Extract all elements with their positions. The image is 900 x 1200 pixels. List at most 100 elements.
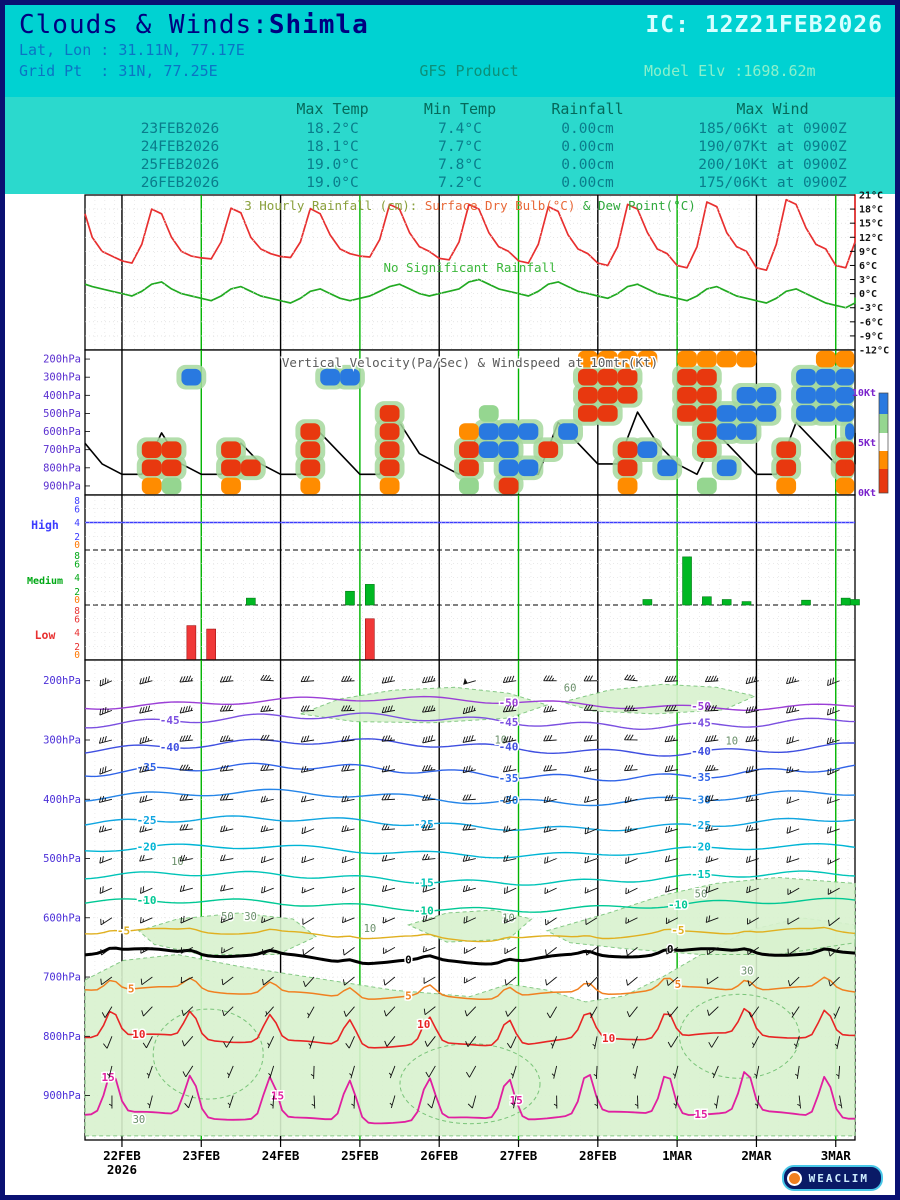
table-cell: 24FEB2026 xyxy=(140,139,220,155)
svg-text:600hPa: 600hPa xyxy=(43,426,81,438)
forecast-table: Max Temp Min Temp Rainfall Max Wind 23FEB202… xyxy=(5,97,895,194)
panel2-levels: 200hPa 300hPa 400hPa 500hPa 600hPa 700hPa 800h… xyxy=(43,354,90,492)
svg-text:5Kt: 5Kt xyxy=(858,438,876,449)
table-cell: 19.0°C xyxy=(306,157,359,173)
svg-text:2026: 2026 xyxy=(107,1162,137,1177)
isotherms xyxy=(84,695,856,1125)
svg-text:-20: -20 xyxy=(691,840,711,853)
svg-text:5: 5 xyxy=(675,978,682,991)
svg-text:4: 4 xyxy=(74,573,80,584)
svg-text:15: 15 xyxy=(101,1071,114,1084)
svg-text:3MAR: 3MAR xyxy=(821,1148,852,1163)
svg-text:2: 2 xyxy=(74,642,80,653)
table-cell: Rainfall xyxy=(551,100,624,118)
svg-text:-12°C: -12°C xyxy=(859,346,889,357)
svg-text:28FEB: 28FEB xyxy=(579,1148,617,1163)
svg-text:2: 2 xyxy=(74,532,80,543)
svg-text:-5: -5 xyxy=(117,925,130,938)
table-cell: 175/06Kt at 0900Z xyxy=(698,175,847,191)
svg-text:50: 50 xyxy=(221,911,234,923)
table-cell: 0.00cm xyxy=(561,139,614,155)
wind-barbs xyxy=(98,674,843,1109)
svg-text:25FEB: 25FEB xyxy=(341,1148,379,1163)
table-row: 23FEB2026 18.2°C 7.4°C 0.00cm 185/06Kt at 09… xyxy=(5,120,895,138)
svg-text:5: 5 xyxy=(405,990,412,1003)
svg-text:27FEB: 27FEB xyxy=(500,1148,538,1163)
svg-text:18°C: 18°C xyxy=(859,205,883,216)
svg-text:6: 6 xyxy=(74,504,80,515)
svg-text:10Kt: 10Kt xyxy=(852,388,876,399)
svg-text:300hPa: 300hPa xyxy=(43,372,81,384)
svg-text:700hPa: 700hPa xyxy=(43,444,81,456)
svg-text:200hPa: 200hPa xyxy=(43,675,81,687)
svg-text:30: 30 xyxy=(244,911,257,923)
svg-text:4: 4 xyxy=(74,628,80,639)
table-row: 26FEB2026 19.0°C 7.2°C 0.00cm 175/06Kt at 09… xyxy=(5,174,895,192)
table-cell: 18.1°C xyxy=(306,139,359,155)
weaclim-logo: WEACLIM xyxy=(781,1165,883,1191)
svg-text:-30: -30 xyxy=(691,793,711,806)
svg-text:0: 0 xyxy=(405,953,412,966)
svg-text:-45: -45 xyxy=(160,714,180,727)
panel2-title: Vertical Velocity(Pa/Sec) & Windspeed at… xyxy=(280,354,659,372)
svg-text:4: 4 xyxy=(74,518,80,529)
table-cell: 7.4°C xyxy=(438,121,482,137)
svg-text:60: 60 xyxy=(564,682,577,694)
table-cell: Max Wind xyxy=(736,100,809,118)
panel4-levels: 200hPa 300hPa 400hPa 500hPa 600hPa 700hPa 800h… xyxy=(43,675,90,1102)
logo-icon xyxy=(786,1170,802,1186)
svg-text:26FEB: 26FEB xyxy=(420,1148,458,1163)
svg-text:900hPa: 900hPa xyxy=(43,480,81,492)
svg-text:900hPa: 900hPa xyxy=(43,1090,81,1102)
svg-text:10: 10 xyxy=(725,736,738,748)
panel-rain-temp xyxy=(84,194,856,351)
table-cell: 23FEB2026 xyxy=(140,121,220,137)
heatmap-cells xyxy=(141,350,855,495)
svg-text:6: 6 xyxy=(74,559,80,570)
svg-text:-45: -45 xyxy=(499,716,519,729)
table-row: 24FEB2026 18.1°C 7.7°C 0.00cm 190/07Kt at 09… xyxy=(5,138,895,156)
svg-text:800hPa: 800hPa xyxy=(43,462,81,474)
panel3-grid xyxy=(85,496,855,659)
svg-text:10: 10 xyxy=(132,1028,145,1041)
svg-text:-15: -15 xyxy=(691,868,711,881)
svg-text:8: 8 xyxy=(74,496,80,507)
svg-text:22FEB: 22FEB xyxy=(103,1148,141,1163)
svg-text:700hPa: 700hPa xyxy=(43,972,81,984)
svg-text:10: 10 xyxy=(364,923,377,935)
table-cell: 25FEB2026 xyxy=(140,157,220,173)
svg-text:-35: -35 xyxy=(691,771,711,784)
svg-text:-45: -45 xyxy=(691,716,711,729)
meteogram-canvas: 21°C 18°C 15°C 12°C 9°C 6°C 3°C 0°C -3°C -6°C -9°C… xyxy=(27,191,889,1178)
svg-text:-40: -40 xyxy=(499,740,519,753)
windspeed-colorbar: 10Kt 5Kt 0Kt xyxy=(852,388,889,499)
table-cell: Max Temp xyxy=(296,100,369,118)
svg-text:0Kt: 0Kt xyxy=(858,488,876,499)
table-cell: Min Temp xyxy=(423,100,497,118)
svg-text:-40: -40 xyxy=(691,745,711,758)
panel1-note: No Significant Rainfall xyxy=(383,260,556,275)
svg-text:0°C: 0°C xyxy=(859,289,877,300)
svg-text:0: 0 xyxy=(667,943,674,956)
table-row: 25FEB2026 19.0°C 7.8°C 0.00cm 200/10Kt at 09… xyxy=(5,156,895,174)
svg-text:10: 10 xyxy=(171,856,184,868)
svg-text:600hPa: 600hPa xyxy=(43,912,81,924)
lat-lon: Lat, Lon : 31.11N, 77.17E xyxy=(19,41,245,59)
svg-text:-10: -10 xyxy=(668,899,688,912)
svg-text:5: 5 xyxy=(128,982,135,995)
svg-text:30: 30 xyxy=(133,1114,146,1126)
cloud-bars xyxy=(186,556,860,661)
svg-text:-40: -40 xyxy=(160,741,180,754)
svg-text:Low: Low xyxy=(35,628,56,642)
svg-text:15: 15 xyxy=(271,1089,284,1102)
panel1-yticks: 21°C 18°C 15°C 12°C 9°C 6°C 3°C 0°C -3°C -6°C -9°C… xyxy=(850,191,889,357)
svg-text:1MAR: 1MAR xyxy=(662,1148,693,1163)
table-cell: 0.00cm xyxy=(561,157,614,173)
product-label: GFS Product xyxy=(419,62,519,80)
header: Clouds & Winds:Shimla IC: 12Z21FEB2026 L… xyxy=(5,5,895,97)
table-cell: 7.7°C xyxy=(438,139,482,155)
svg-text:-3°C: -3°C xyxy=(859,303,883,314)
svg-text:10: 10 xyxy=(417,1018,430,1031)
